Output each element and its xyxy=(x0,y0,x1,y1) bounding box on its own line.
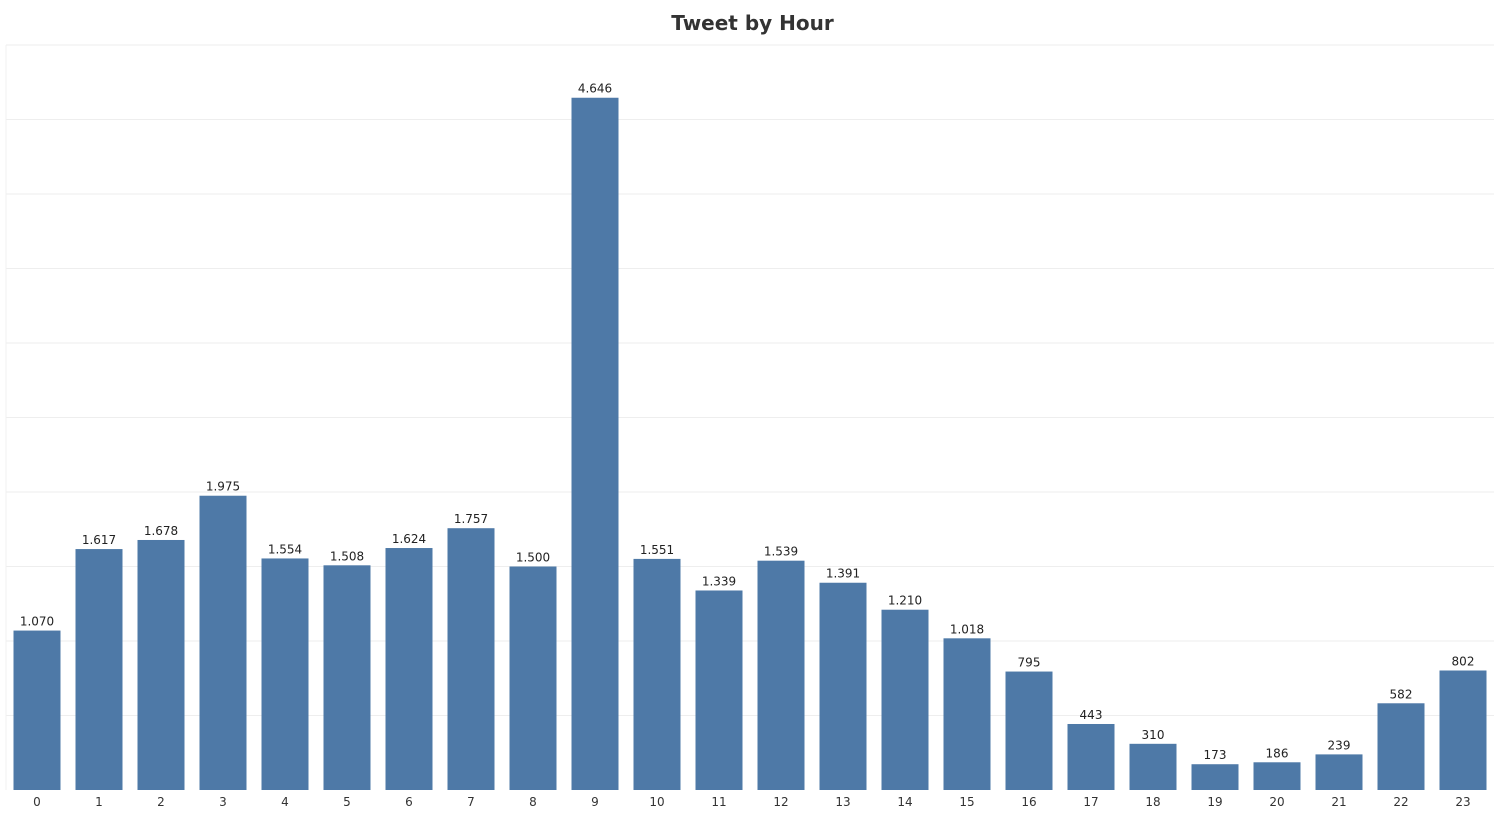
data-label: 173 xyxy=(1204,748,1227,762)
x-tick-label: 20 xyxy=(1269,795,1284,809)
data-label: 1.678 xyxy=(144,524,178,538)
chart-title: Tweet by Hour xyxy=(671,11,834,35)
x-tick-label: 21 xyxy=(1331,795,1346,809)
data-label: 582 xyxy=(1390,687,1413,701)
bar-hour-10[interactable] xyxy=(633,558,681,790)
value-labels: 1.070 1.617 1.678 1.975 1.554 1.508 1.624 1.757… xyxy=(20,82,1475,762)
data-label: 1.539 xyxy=(764,545,798,559)
bar-hour-7[interactable] xyxy=(447,528,495,790)
bar-hour-15[interactable] xyxy=(943,638,991,790)
x-tick-label: 13 xyxy=(835,795,850,809)
bar-hour-14[interactable] xyxy=(881,609,929,790)
data-label: 1.975 xyxy=(206,480,240,494)
bar-hour-23[interactable] xyxy=(1439,670,1487,790)
bar-hour-2[interactable] xyxy=(137,539,185,790)
bar-hour-9[interactable] xyxy=(571,97,619,791)
x-tick-label: 7 xyxy=(467,795,475,809)
bar-hour-19[interactable] xyxy=(1191,764,1239,790)
data-label: 1.339 xyxy=(702,574,736,588)
data-label: 1.210 xyxy=(888,594,922,608)
bar-hour-13[interactable] xyxy=(819,582,867,790)
x-tick-label: 2 xyxy=(157,795,165,809)
data-label: 310 xyxy=(1142,728,1165,742)
x-tick-label: 5 xyxy=(343,795,351,809)
data-label: 1.617 xyxy=(82,533,116,547)
bar-hour-20[interactable] xyxy=(1253,762,1301,790)
x-tick-label: 17 xyxy=(1083,795,1098,809)
data-label: 186 xyxy=(1266,746,1289,760)
data-label: 1.551 xyxy=(640,543,674,557)
gridlines xyxy=(5,44,1494,790)
x-tick-label: 3 xyxy=(219,795,227,809)
data-label: 1.757 xyxy=(454,512,488,526)
bar-hour-8[interactable] xyxy=(509,566,557,791)
x-tick-label: 6 xyxy=(405,795,413,809)
bar-hour-21[interactable] xyxy=(1315,754,1363,790)
x-tick-label: 10 xyxy=(649,795,664,809)
data-label: 795 xyxy=(1018,656,1041,670)
bar-hour-1[interactable] xyxy=(75,549,123,790)
bar-hour-12[interactable] xyxy=(757,560,805,790)
bar-hour-6[interactable] xyxy=(385,548,433,790)
data-label: 1.554 xyxy=(268,542,302,556)
bar-hour-5[interactable] xyxy=(323,565,371,790)
x-tick-label: 9 xyxy=(591,795,599,809)
bar-hour-17[interactable] xyxy=(1067,723,1115,790)
data-label: 1.018 xyxy=(950,622,984,636)
bar-hour-16[interactable] xyxy=(1005,671,1053,790)
x-tick-label: 4 xyxy=(281,795,289,809)
bar-hour-0[interactable] xyxy=(13,630,61,790)
data-label: 1.508 xyxy=(330,549,364,563)
bar-hour-4[interactable] xyxy=(261,558,309,790)
x-tick-label: 14 xyxy=(897,795,912,809)
x-tick-label: 12 xyxy=(773,795,788,809)
data-label: 1.624 xyxy=(392,532,426,546)
x-axis-ticks: 0 1 2 3 4 5 6 7 8 9 10 11 12 13 14 15 16 17 18 19 20 21 22 23 xyxy=(33,795,1470,809)
data-label: 802 xyxy=(1452,655,1475,669)
x-tick-label: 18 xyxy=(1145,795,1160,809)
data-label: 4.646 xyxy=(578,82,612,96)
x-tick-label: 16 xyxy=(1021,795,1036,809)
x-tick-label: 23 xyxy=(1455,795,1470,809)
data-label: 239 xyxy=(1328,738,1351,752)
bar-hour-18[interactable] xyxy=(1129,743,1177,790)
x-tick-label: 22 xyxy=(1393,795,1408,809)
data-label: 1.070 xyxy=(20,615,54,629)
bar-hour-22[interactable] xyxy=(1377,703,1425,790)
x-tick-label: 0 xyxy=(33,795,41,809)
bars xyxy=(13,97,1487,791)
bar-hour-11[interactable] xyxy=(695,590,743,790)
data-label: 443 xyxy=(1080,708,1103,722)
x-tick-label: 1 xyxy=(95,795,103,809)
x-tick-label: 11 xyxy=(711,795,726,809)
bar-hour-3[interactable] xyxy=(199,495,247,790)
x-tick-label: 8 xyxy=(529,795,537,809)
data-label: 1.391 xyxy=(826,567,860,581)
x-tick-label: 19 xyxy=(1207,795,1222,809)
x-tick-label: 15 xyxy=(959,795,974,809)
data-label: 1.500 xyxy=(516,551,550,565)
